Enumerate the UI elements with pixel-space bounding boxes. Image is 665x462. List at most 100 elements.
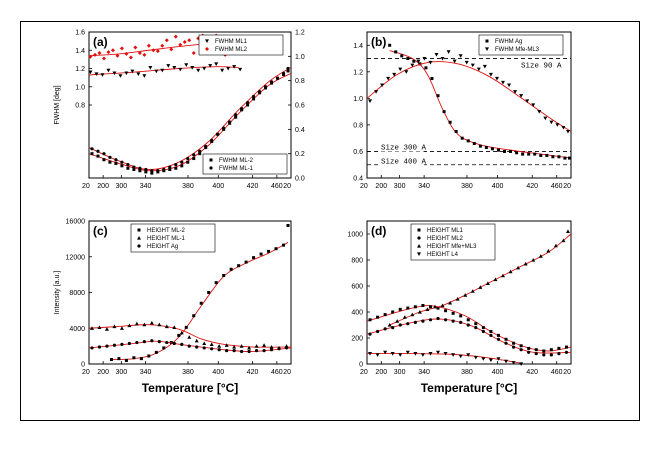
panel-c-y-tick-label: 0 bbox=[81, 362, 85, 369]
panel-a-data-point bbox=[168, 167, 172, 171]
panel-b-legend-marker bbox=[485, 39, 489, 43]
panel-d-data-point bbox=[383, 350, 388, 355]
panel-d-data-point bbox=[557, 346, 561, 350]
panel-a-data-point bbox=[101, 56, 106, 61]
panel-c-data-point bbox=[154, 350, 158, 354]
panel-a-data-point bbox=[114, 158, 118, 162]
panel-c-data-point bbox=[172, 341, 176, 346]
panel-d-data-point bbox=[455, 297, 460, 301]
panel-b-data-point bbox=[392, 72, 397, 77]
panel-d-data-point bbox=[481, 326, 485, 330]
panel-d-data-point bbox=[405, 350, 410, 355]
panel-d-axes-box bbox=[366, 220, 572, 365]
panel-b-data-point bbox=[454, 130, 458, 134]
panel-a-data-point bbox=[232, 65, 237, 69]
panel-c-legend-marker bbox=[137, 228, 141, 232]
panel-a-data-point bbox=[144, 167, 148, 172]
panel-a-y2-tick-label: 0.4 bbox=[295, 127, 305, 134]
panel-a-label: (a) bbox=[93, 35, 108, 49]
panel-b-data-point bbox=[428, 60, 433, 65]
panel-a-y2-tick-label: 1.2 bbox=[295, 30, 305, 37]
panel-d-legend-label: HEIGHT ML2 bbox=[427, 236, 464, 242]
panel-b-label: (b) bbox=[371, 35, 386, 49]
panel-a-data-point bbox=[164, 38, 169, 43]
panel-a-data-point bbox=[119, 46, 124, 51]
panel-a-data-point bbox=[151, 48, 156, 53]
panel-d-legend-marker bbox=[417, 244, 421, 248]
panel-d-data-point bbox=[557, 352, 561, 356]
panel-a-data-point bbox=[155, 49, 160, 54]
panel-a-data-point bbox=[150, 171, 154, 175]
panel-d-data-point bbox=[496, 357, 501, 361]
panel-d-x-tick-label: 300 bbox=[394, 369, 406, 376]
panel-a-data-point bbox=[133, 45, 138, 50]
panel-a-data-point bbox=[257, 90, 262, 94]
panel-a-data-point bbox=[88, 54, 93, 59]
panel-b-data-point bbox=[416, 59, 421, 64]
panel-b-data-point bbox=[515, 151, 519, 155]
panel-a-data-point bbox=[108, 160, 112, 164]
panel-c-data-point bbox=[179, 330, 184, 335]
panel-a-data-point bbox=[142, 52, 147, 57]
panel-c-data-point bbox=[90, 346, 94, 350]
panel-b-data-point bbox=[430, 76, 434, 80]
panel-a-data-point bbox=[187, 38, 192, 43]
panel-b-data-point bbox=[507, 83, 512, 88]
panel-d-x-axis-title: Temperature [°C] bbox=[421, 381, 518, 395]
panel-b-x-tick-label: 460 bbox=[551, 183, 563, 190]
panel-d-legend-label: HEIGHT Mfe+ML3 bbox=[427, 244, 477, 250]
panel-a-x-tick-label: 300 bbox=[115, 183, 127, 190]
panel-d-data-point bbox=[504, 337, 508, 341]
panel-d-data-point bbox=[463, 293, 468, 297]
panel-d-data-point bbox=[436, 350, 441, 355]
panel-b-data-point bbox=[488, 72, 493, 77]
panel-b-data-point bbox=[482, 64, 487, 69]
panel-b-x-tick-label: 300 bbox=[394, 183, 406, 190]
panel-c-data-point bbox=[277, 347, 281, 351]
panel-c-x-axis-title: Temperature [°C] bbox=[142, 381, 239, 395]
panel-b-data-point bbox=[549, 120, 554, 125]
panel-d-data-point bbox=[421, 319, 425, 323]
panel-d-y-tick-label: 400 bbox=[351, 310, 363, 317]
panel-d-data-point bbox=[376, 315, 380, 319]
panel-d-fit-line bbox=[366, 305, 572, 352]
panel-c-data-point bbox=[217, 344, 222, 348]
panel-d-data-point bbox=[433, 304, 437, 309]
panel-b-reference-label: Size 400 A bbox=[381, 159, 427, 167]
panel-a-data-point bbox=[180, 164, 184, 168]
panel-b-data-point bbox=[380, 83, 385, 88]
panel-d-data-point bbox=[458, 354, 463, 359]
panel-b-data-point bbox=[509, 149, 513, 153]
panel-a-data-point bbox=[150, 169, 154, 173]
panel-b-data-point bbox=[440, 56, 445, 61]
panel-a-data-point bbox=[154, 69, 159, 74]
panel-a-y2-tick-label: 0.6 bbox=[295, 103, 305, 110]
panel-c-data-point bbox=[209, 342, 214, 346]
panel-d-data-point bbox=[413, 320, 417, 324]
panel-c-data-point bbox=[157, 322, 162, 327]
panel-b-reference-label-bg bbox=[380, 142, 424, 152]
panel-a-data-point bbox=[112, 71, 117, 76]
panel-a-data-point bbox=[118, 74, 123, 78]
panel-c-data-point bbox=[195, 345, 199, 349]
panel-a-data-point bbox=[196, 68, 201, 73]
panel-d-y-tick-label: 800 bbox=[351, 258, 363, 265]
panel-b-data-point bbox=[513, 90, 518, 94]
panel-a-data-point bbox=[210, 138, 214, 142]
panel-b-data-point bbox=[368, 99, 373, 104]
panel-c-data-point bbox=[127, 323, 132, 328]
panel-c-y-tick-label: 8000 bbox=[69, 290, 85, 297]
panel-b-data-point bbox=[531, 103, 536, 107]
panel-a-x-tick-label: 460 bbox=[271, 183, 283, 190]
panel-a-data-point bbox=[174, 163, 178, 167]
panel-d-data-point bbox=[542, 349, 546, 353]
panel-c-data-point bbox=[165, 340, 169, 345]
panel-d-data-point bbox=[473, 355, 478, 360]
panel-c-data-point bbox=[262, 348, 266, 353]
panel-b-y-tick-label: 0.8 bbox=[353, 122, 363, 129]
panel-d-data-point bbox=[459, 314, 463, 318]
figure-frame bbox=[20, 21, 640, 421]
panel-a-data-point bbox=[144, 170, 148, 174]
panel-b-data-point bbox=[470, 63, 475, 68]
